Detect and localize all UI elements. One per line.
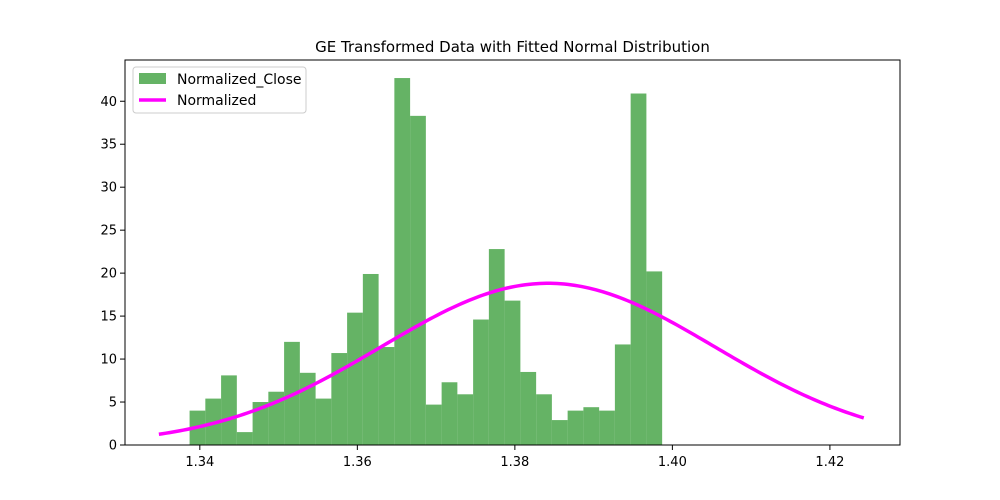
legend-box [132,66,307,114]
x-tick-label: 1.36 [343,455,372,470]
y-axis: 0 5 10 15 20 25 30 35 40 [100,95,125,454]
y-tick-label: 40 [100,95,117,110]
histogram-bar [599,410,615,445]
histogram-bars [189,78,663,445]
histogram-bar [347,312,363,445]
normal-fit-curve [158,281,865,437]
histogram-bar [394,78,411,445]
y-tick-label: 5 [109,396,117,411]
histogram-bar [315,398,332,445]
histogram-bar [425,404,442,445]
histogram-bar [410,115,426,445]
x-tick-label: 1.42 [815,455,844,470]
histogram-bar [362,273,379,445]
histogram-bar [331,353,348,445]
plot-frame [124,59,901,446]
histogram-bar [614,344,631,445]
histogram-bar [646,271,663,445]
y-tick-label: 25 [100,224,117,239]
histogram-bar [473,319,489,445]
y-tick-label: 20 [100,267,117,282]
y-tick-label: 35 [100,138,117,153]
histogram-bar [520,371,537,445]
y-tick-label: 0 [109,439,117,454]
x-tick-label: 1.40 [658,455,687,470]
histogram-bar [504,300,521,445]
histogram-bar [378,347,395,445]
histogram-bar [630,93,647,445]
y-tick-label: 15 [100,310,117,325]
legend-label-normalized: Normalized [177,93,256,109]
normal-fit-curve-layer [158,281,865,437]
chart-title: GE Transformed Data with Fitted Normal D… [315,38,710,56]
histogram-bar [551,420,568,445]
legend-swatch-normalized-close [139,73,166,84]
histogram-bar [457,394,474,445]
x-axis: 1.34 1.36 1.38 1.40 1.42 [185,445,844,470]
histogram-bar [252,402,269,445]
x-tick-label: 1.38 [500,455,529,470]
histogram-bar [236,432,253,445]
histogram-bar [583,407,600,445]
legend-label-normalized-close: Normalized_Close [177,72,302,88]
histogram-bar [221,375,237,445]
histogram-bar [488,249,505,445]
legend: Normalized_Close Normalized [132,66,307,114]
y-tick-label: 30 [100,181,117,196]
histogram-bar [441,382,458,445]
histogram-bar [536,394,552,445]
x-tick-label: 1.34 [185,455,214,470]
y-tick-label: 10 [100,353,117,368]
histogram-bar [567,410,584,445]
